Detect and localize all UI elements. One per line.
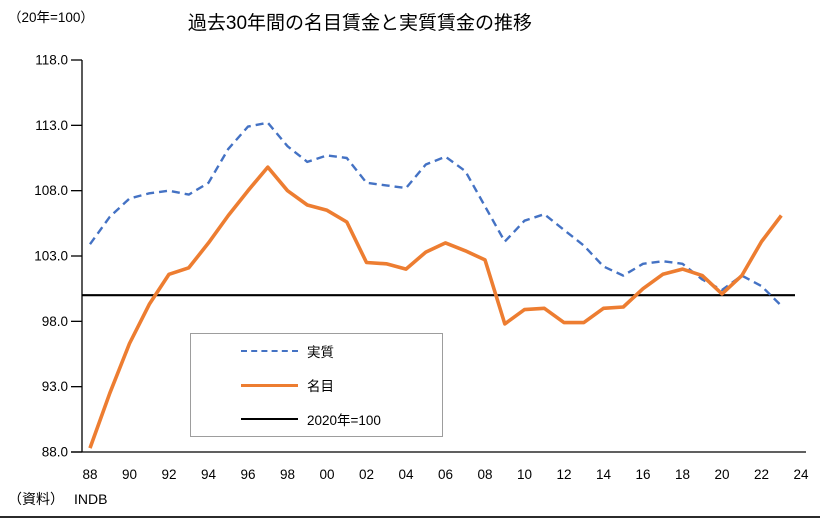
x-tick-label: 22 (754, 467, 769, 482)
source-prefix: （資料） (8, 491, 64, 507)
y-tick-label: 103.0 (34, 249, 68, 264)
y-tick-label: 93.0 (42, 379, 68, 394)
x-tick-label: 04 (398, 467, 414, 482)
x-tick-label: 92 (161, 467, 176, 482)
bottom-divider (0, 516, 820, 518)
y-tick-label: 108.0 (34, 183, 68, 198)
y-tick-label: 98.0 (42, 314, 68, 329)
real-wage-line (89, 121, 783, 307)
legend-label-real: 実質 (307, 345, 334, 360)
nominal-line-sample (241, 383, 298, 387)
y-tick-label: 88.0 (42, 445, 68, 460)
chart-title: 過去30年間の名目賃金と実質賃金の推移 (187, 13, 533, 34)
x-tick-label: 10 (517, 467, 532, 482)
x-tick-label: 24 (793, 467, 809, 482)
legend-item-reference: 2020年=100 (191, 409, 442, 429)
y-tick-label: 113.0 (35, 118, 68, 133)
x-tick-label: 18 (675, 467, 690, 482)
y-tick-label: 118.0 (35, 53, 68, 68)
x-tick-label: 20 (714, 467, 729, 482)
x-tick-label: 94 (201, 467, 217, 482)
legend-label-nominal: 名目 (307, 379, 334, 394)
legend-box: 実質 名目 2020年=100 (190, 333, 443, 437)
x-tick-label: 14 (596, 467, 612, 482)
x-tick-label: 12 (556, 467, 571, 482)
source-note: （資料） INDB (8, 489, 107, 509)
x-tick-label: 02 (359, 467, 374, 482)
x-tick-label: 08 (477, 467, 492, 482)
reference-line-sample (241, 418, 298, 420)
source-name: INDB (74, 491, 108, 507)
legend-item-real: 実質 (191, 341, 442, 361)
x-tick-label: 96 (240, 467, 255, 482)
nominal-wage-line (88, 165, 783, 449)
legend-item-nominal: 名目 (191, 375, 442, 395)
x-tick-label: 06 (438, 467, 453, 482)
x-tick-label: 16 (635, 467, 650, 482)
x-tick-label: 88 (82, 467, 97, 482)
x-tick-label: 00 (319, 467, 334, 482)
real-line-sample (241, 350, 298, 352)
x-tick-label: 90 (122, 467, 137, 482)
legend-label-reference: 2020年=100 (307, 413, 381, 428)
x-tick-label: 98 (280, 467, 295, 482)
axis-unit-note: （20年=100） (8, 10, 94, 25)
